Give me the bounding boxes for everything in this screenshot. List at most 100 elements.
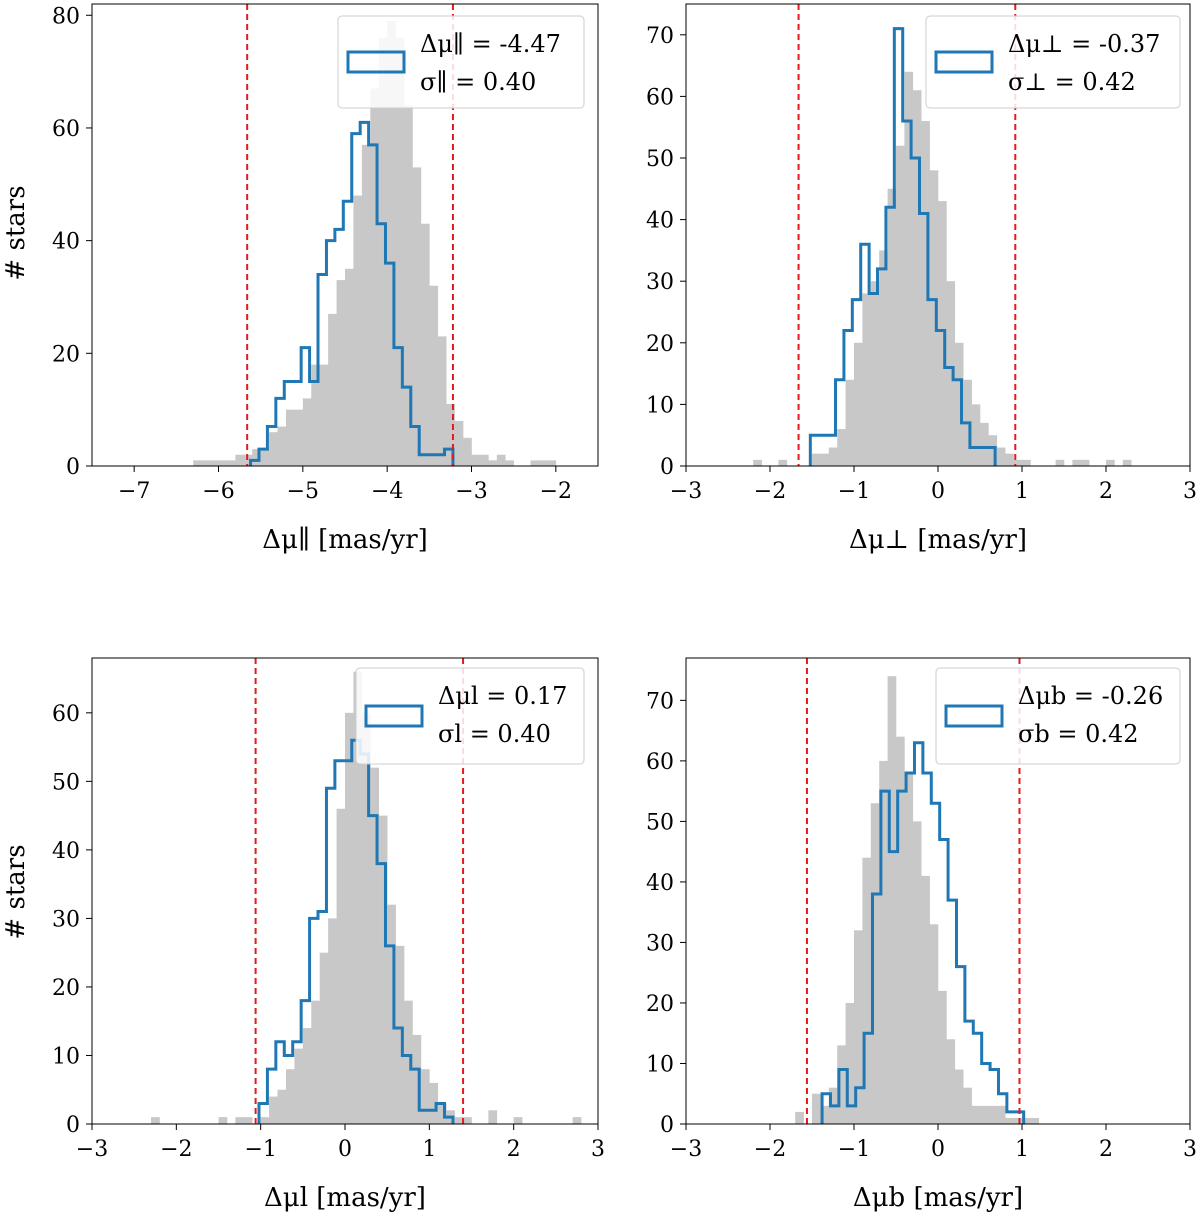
gray-bar: [820, 1105, 830, 1124]
legend-swatch-parallel: [346, 50, 406, 74]
gray-bar: [845, 1002, 855, 1124]
gray-bar: [353, 195, 363, 466]
gray-bar: [269, 1096, 278, 1124]
gray-bar: [446, 404, 455, 466]
gray-bar: [870, 803, 880, 1124]
gray-bar: [887, 676, 897, 1124]
gray-bar: [828, 447, 838, 466]
y-tick-label: 0: [660, 1113, 674, 1138]
legend-sigma-perpendicular: σ⊥ = 0.42: [1008, 68, 1136, 96]
x-axis-label-b: Δμb [mas/yr]: [853, 1183, 1023, 1213]
x-tick-label: −1: [838, 1137, 870, 1162]
gray-bar: [963, 1087, 972, 1124]
gray-bar: [404, 1000, 413, 1124]
gray-bar: [954, 342, 964, 466]
gray-bar: [1005, 453, 1014, 466]
gray-bar: [319, 364, 329, 466]
gray-bar: [353, 671, 363, 1124]
gray-bar: [151, 1117, 160, 1124]
gray-bar: [479, 454, 489, 466]
gray-bar: [285, 409, 295, 466]
gray-bar: [547, 460, 557, 466]
gray-bar: [530, 460, 540, 466]
gray-bar: [912, 90, 922, 467]
legend-b: Δμb = -0.26 σb = 0.42: [935, 667, 1181, 765]
x-tick-label: −3: [455, 479, 487, 504]
gray-bar: [820, 453, 830, 466]
y-tick-label: 30: [646, 270, 674, 295]
gray-bar: [1122, 459, 1132, 466]
gray-bar: [971, 404, 981, 466]
gray-bar: [988, 435, 998, 466]
y-tick-label: 20: [646, 332, 674, 357]
gray-bar: [218, 1117, 228, 1124]
x-tick-label: −2: [160, 1137, 192, 1162]
gray-bar: [912, 821, 922, 1124]
gray-bar: [395, 37, 405, 467]
gray-bar: [921, 121, 930, 466]
gray-bar: [1030, 1117, 1040, 1124]
gray-bar: [496, 454, 506, 466]
gray-bar: [319, 952, 329, 1124]
legend-swatch-b: [944, 704, 1004, 728]
gray-bar: [896, 736, 905, 1124]
x-tick-label: −2: [540, 479, 572, 504]
gray-bar: [370, 767, 380, 1124]
gray-bar: [753, 459, 762, 466]
gray-bar: [269, 432, 278, 466]
x-tick-label: −3: [670, 479, 702, 504]
gray-bar: [862, 293, 872, 466]
gray-bar: [302, 398, 312, 466]
x-tick-label: 0: [931, 1137, 945, 1162]
y-tick-label: 20: [52, 976, 80, 1001]
gray-bar: [879, 760, 888, 1124]
histogram-bars-parallel: [193, 4, 557, 467]
gray-bar: [845, 379, 855, 466]
y-tick-label: 60: [52, 117, 80, 142]
legend-parallel: Δμ∥ = -4.47 σ∥ = 0.40: [337, 15, 585, 109]
gray-bar: [328, 313, 337, 466]
gray-bar: [904, 772, 914, 1124]
gray-bar: [429, 1082, 439, 1124]
gray-bar: [437, 336, 447, 466]
y-tick-label: 40: [52, 230, 80, 255]
x-tick-label: −3: [670, 1137, 702, 1162]
gray-bar: [463, 1117, 472, 1124]
gray-bar: [412, 167, 422, 466]
gray-bar: [946, 1039, 956, 1124]
y-tick-label: 60: [646, 750, 674, 775]
legend-mean-b: Δμb = -0.26: [1018, 682, 1163, 710]
gray-bar: [395, 945, 405, 1124]
ticks-parallel: −7 −6 −5 −4 −3 −2 0 20 40 60 80: [52, 4, 572, 504]
y-tick-label: 60: [646, 85, 674, 110]
legend-sigma-parallel: σ∥ = 0.40: [420, 68, 536, 96]
gray-bar: [896, 145, 905, 466]
x-tick-label: −1: [838, 479, 870, 504]
gray-bar: [1080, 459, 1090, 466]
y-tick-label: 70: [646, 24, 674, 49]
gray-bar: [904, 71, 914, 466]
gray-bar: [980, 422, 989, 466]
gray-bar: [387, 904, 396, 1124]
x-tick-label: −2: [754, 1137, 786, 1162]
x-tick-label: 1: [422, 1137, 436, 1162]
y-tick-label: 0: [660, 455, 674, 480]
legend-swatch-l: [364, 704, 424, 728]
gray-bar: [345, 268, 354, 466]
x-tick-label: 0: [338, 1137, 352, 1162]
gray-bar: [929, 170, 939, 466]
gray-bar: [996, 447, 1006, 466]
gray-bar: [328, 918, 337, 1124]
x-tick-label: 2: [1099, 1137, 1113, 1162]
histogram-bars-perpendicular: [753, 4, 1132, 467]
y-tick-label: 30: [646, 931, 674, 956]
gray-bar: [505, 460, 514, 466]
gray-bar: [260, 1117, 270, 1124]
y-tick-label: 10: [646, 393, 674, 418]
x-tick-label: 2: [1099, 479, 1113, 504]
x-tick-label: −1: [244, 1137, 276, 1162]
